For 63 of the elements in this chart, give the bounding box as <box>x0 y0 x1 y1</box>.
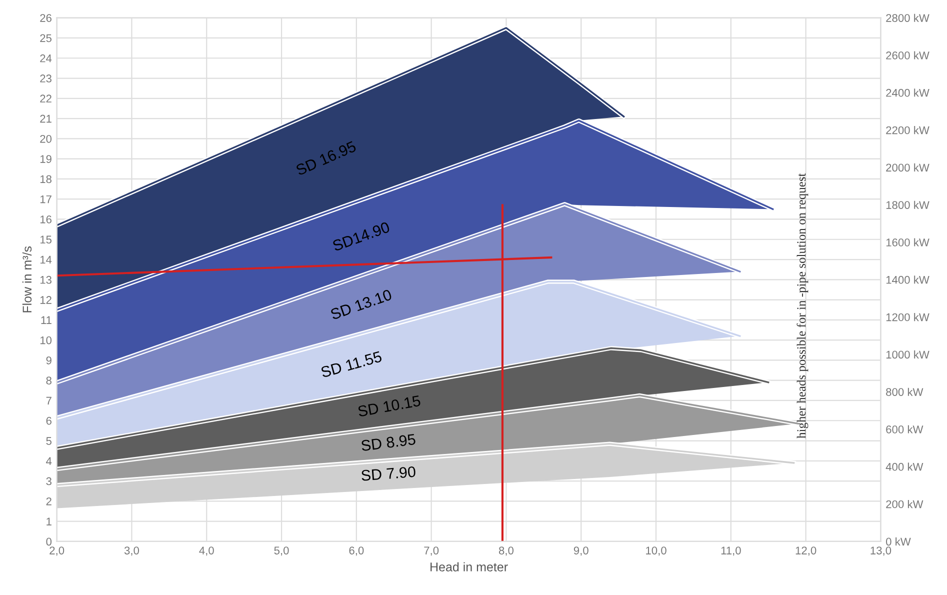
x-tick-label: 10,0 <box>646 546 666 556</box>
y-tick-label: 23 <box>40 74 52 82</box>
text: SD 8.95 <box>360 434 416 452</box>
y-tick-label: 21 <box>40 114 52 123</box>
y-tick-label: 7 <box>46 396 52 405</box>
y2-tick-label: 2200 kW <box>886 126 930 134</box>
x-tick-label: 2,0 <box>50 546 64 556</box>
y2-tick-label: 1000 kW <box>886 350 930 359</box>
y2-tick-label: 800 kW <box>886 388 924 396</box>
y-tick-label: 0 <box>46 538 52 546</box>
y-tick-label: 14 <box>40 256 52 264</box>
y2-tick-label: 2600 kW <box>886 51 930 60</box>
x-tick-label: 11,0 <box>721 546 741 556</box>
y2-tick-label: 2400 kW <box>886 88 930 97</box>
y2-tick-label: 0 kW <box>886 537 911 546</box>
y-tick-label: 24 <box>40 54 52 62</box>
x-tick-label: 12,0 <box>796 546 816 556</box>
y-tick-label: 11 <box>41 316 52 324</box>
y2-tick-label: 400 kW <box>886 462 924 471</box>
y-tick-label: 25 <box>40 34 52 42</box>
annotation: higher heads possible for in -pipe solution on request <box>796 173 808 438</box>
x-tick-label: 4,0 <box>199 546 214 556</box>
y-tick-label: 20 <box>40 134 52 143</box>
y-tick-label: 19 <box>40 155 52 163</box>
y2-tick-label: 200 kW <box>886 500 924 508</box>
y-tick-label: 5 <box>46 437 52 445</box>
y-tick-label: 2 <box>46 497 52 506</box>
y-tick-label: 22 <box>40 94 52 102</box>
y2-tick-label: 2000 kW <box>886 163 930 172</box>
y-tick-label: 17 <box>40 195 52 204</box>
y-tick-label: 26 <box>40 14 52 22</box>
x-tick-label: 13,0 <box>870 546 892 556</box>
y-tick-label: 3 <box>46 477 52 486</box>
y-tick-label: 6 <box>46 416 52 425</box>
text: SD 16.95 <box>295 140 357 176</box>
x-tick-label: 8,0 <box>498 546 514 556</box>
y2-tick-label: 600 kW <box>886 425 924 434</box>
y-tick-label: 9 <box>46 356 52 364</box>
series-label: SD 7.90 <box>361 466 416 481</box>
y-tick-label: 15 <box>40 236 52 244</box>
x-tick-label: 5,0 <box>274 546 289 556</box>
y-tick-label: 12 <box>40 296 52 304</box>
y-tick-label: 10 <box>40 336 52 344</box>
x-tick-label: 3,0 <box>124 546 140 556</box>
y-tick-label: 1 <box>46 518 52 526</box>
y2-tick-label: 1800 kW <box>886 200 930 209</box>
y2-tick-label: 1400 kW <box>886 276 930 284</box>
text: SD 13.10 <box>330 289 392 320</box>
y-tick-label: 13 <box>40 276 52 284</box>
y-tick-label: 8 <box>46 376 52 384</box>
y2-tick-label: 2800 kW <box>886 14 930 22</box>
x-axis-title: Head in meter <box>430 562 508 572</box>
y-axis-title: Flow in m³/s <box>22 246 32 312</box>
y-tick-label: 16 <box>40 216 52 224</box>
x-tick-label: 6,0 <box>349 546 364 556</box>
y2-tick-label: 1200 kW <box>886 313 930 322</box>
y-tick-label: 4 <box>46 457 52 465</box>
x-tick-label: 7,0 <box>424 546 439 556</box>
x-tick-label: 9,0 <box>574 546 588 556</box>
y-tick-label: 18 <box>40 175 52 184</box>
text: SD 10.15 <box>358 395 421 417</box>
text: SD 11.55 <box>320 350 382 378</box>
y2-tick-label: 1600 kW <box>886 238 930 246</box>
